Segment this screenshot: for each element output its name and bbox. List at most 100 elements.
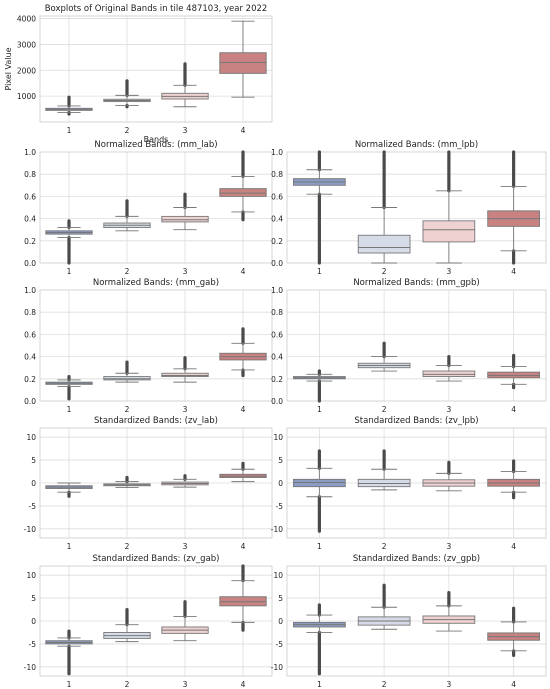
x-tick-label: 1 [67, 680, 72, 689]
x-tick-label: 1 [67, 267, 72, 276]
y-tick-label: 0.4 [271, 353, 283, 362]
y-tick-label: 0.4 [271, 215, 283, 224]
y-tick-label: 0.8 [271, 170, 283, 179]
x-tick-label: 4 [511, 542, 516, 551]
y-tick-label: 0 [278, 617, 283, 626]
chart-title: Standardized Bands: (zv_lpb) [354, 416, 478, 426]
y-tick-label: 4000 [17, 15, 36, 24]
x-tick-label: 4 [511, 267, 516, 276]
x-tick-label: 2 [382, 405, 387, 414]
box [487, 371, 540, 379]
x-tick-label: 3 [446, 542, 451, 551]
x-tick-label: 1 [67, 126, 72, 135]
axes-frame [286, 289, 547, 402]
x-tick-label: 4 [511, 680, 516, 689]
y-tick-label: 1.0 [24, 286, 36, 295]
chart-title: Normalized Bands: (mm_lab) [94, 140, 217, 150]
axes-frame [39, 15, 273, 123]
y-tick-label: 0.8 [24, 170, 36, 179]
y-tick-label: 10 [26, 433, 36, 442]
y-tick-label: 1.0 [271, 148, 283, 157]
axes-frame [39, 289, 273, 402]
y-tick-label: 0.0 [271, 397, 283, 406]
y-tick-label: 0.0 [24, 259, 36, 268]
y-tick-label: -5 [276, 640, 284, 649]
x-tick-label: 1 [67, 405, 72, 414]
x-tick-label: 4 [241, 126, 246, 135]
x-tick-label: 3 [183, 542, 188, 551]
plot-area [40, 152, 272, 263]
y-tick-label: 0.6 [24, 192, 36, 201]
y-tick-label: -5 [29, 502, 37, 511]
y-tick-label: 1.0 [24, 148, 36, 157]
y-tick-label: 0.6 [271, 192, 283, 201]
x-tick-label: 3 [446, 405, 451, 414]
x-tick-label: 3 [183, 267, 188, 276]
plot-area [287, 290, 546, 401]
chart-title: Standardized Bands: (zv_gab) [92, 554, 219, 564]
y-tick-label: 5 [278, 594, 283, 603]
y-tick-label: 0.8 [24, 308, 36, 317]
box [219, 188, 267, 197]
y-tick-label: 0.6 [24, 330, 36, 339]
axes-frame [39, 565, 273, 677]
x-tick-label: 3 [183, 405, 188, 414]
y-tick-label: 0.4 [24, 353, 36, 362]
y-tick-label: 10 [26, 571, 36, 580]
x-tick-label: 3 [183, 680, 188, 689]
y-tick-label: 0 [278, 479, 283, 488]
x-tick-label: 1 [317, 542, 322, 551]
x-tick-label: 1 [317, 405, 322, 414]
box [422, 220, 476, 243]
chart-title: Standardized Bands: (zv_gpb) [353, 554, 480, 564]
y-tick-label: 0.4 [24, 215, 36, 224]
x-tick-label: 4 [241, 680, 246, 689]
x-tick-label: 4 [511, 405, 516, 414]
y-tick-label: -10 [24, 525, 36, 534]
y-tick-label: 2000 [17, 66, 36, 75]
y-tick-label: 5 [31, 594, 36, 603]
chart-title: Boxplots of Original Bands in tile 48710… [45, 4, 268, 14]
y-tick-label: 0.0 [271, 259, 283, 268]
y-tick-label: 5 [278, 456, 283, 465]
y-tick-label: -5 [29, 640, 37, 649]
y-tick-label: 1.0 [271, 286, 283, 295]
x-tick-label: 4 [241, 267, 246, 276]
y-tick-label: 1000 [17, 92, 36, 101]
chart-title: Standardized Bands: (zv_lab) [94, 416, 218, 426]
x-tick-label: 1 [317, 267, 322, 276]
chart-title: Normalized Bands: (mm_gab) [93, 278, 219, 288]
x-tick-label: 4 [241, 542, 246, 551]
x-axis-label: Bands [144, 135, 169, 144]
y-tick-label: 0.6 [271, 330, 283, 339]
y-tick-label: 0.2 [24, 237, 36, 246]
x-tick-label: 2 [125, 680, 130, 689]
x-tick-label: 2 [125, 267, 130, 276]
box [161, 372, 209, 378]
y-tick-label: 0.8 [271, 308, 283, 317]
x-tick-label: 1 [317, 680, 322, 689]
y-tick-label: 0.0 [24, 397, 36, 406]
x-tick-label: 3 [446, 680, 451, 689]
box [219, 52, 267, 74]
x-tick-label: 2 [382, 542, 387, 551]
axes-frame [286, 151, 547, 264]
y-tick-label: 0.2 [271, 237, 283, 246]
x-tick-label: 2 [382, 680, 387, 689]
box [422, 370, 476, 378]
y-tick-label: 5 [31, 456, 36, 465]
x-tick-label: 2 [125, 126, 130, 135]
y-tick-label: -10 [271, 525, 283, 534]
y-tick-label: 10 [273, 433, 283, 442]
y-tick-label: 0 [31, 617, 36, 626]
y-tick-label: 10 [273, 571, 283, 580]
box [103, 376, 151, 381]
chart-title: Normalized Bands: (mm_gpb) [353, 278, 479, 288]
x-tick-label: 3 [183, 126, 188, 135]
box [357, 234, 411, 254]
plot-area [287, 152, 546, 263]
y-tick-label: 0.2 [24, 375, 36, 384]
y-tick-label: -10 [24, 663, 36, 672]
y-tick-label: 3000 [17, 40, 36, 49]
